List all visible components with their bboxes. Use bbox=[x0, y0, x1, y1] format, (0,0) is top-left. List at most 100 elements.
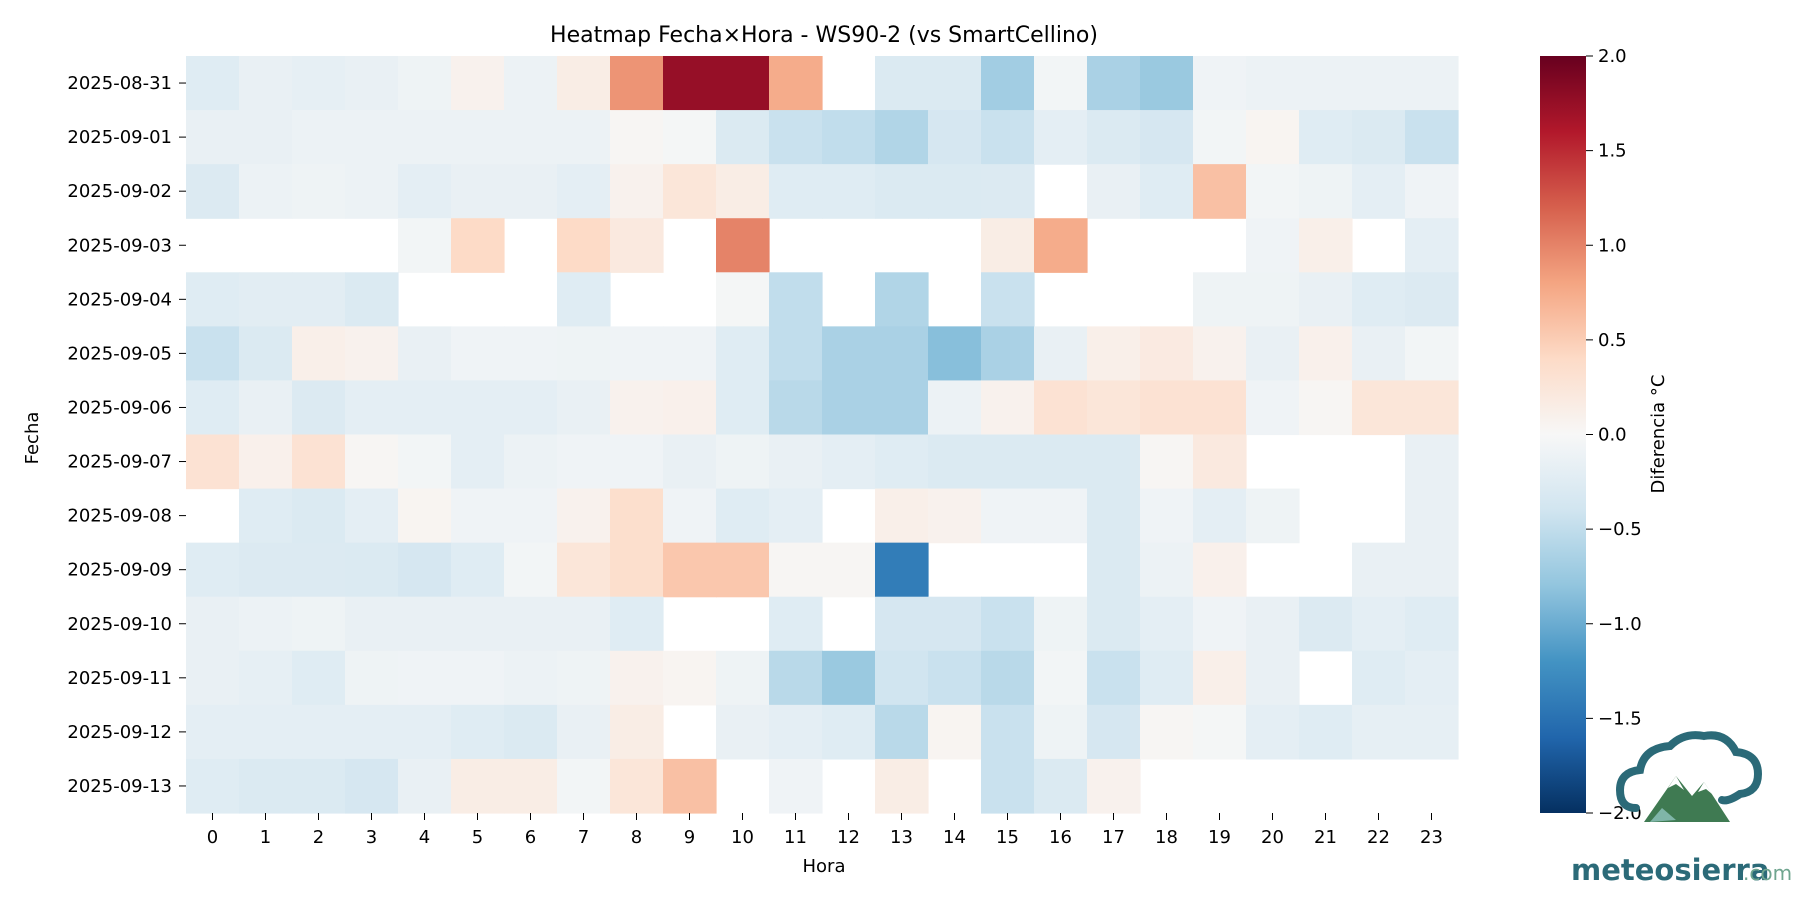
heatmap-cell bbox=[1087, 434, 1141, 490]
heatmap-cell bbox=[610, 758, 664, 814]
y-tick-label: 2025-09-04 bbox=[67, 289, 172, 310]
heatmap-cell bbox=[1352, 704, 1406, 760]
heatmap-cell bbox=[1034, 326, 1088, 382]
y-tick-label: 2025-09-07 bbox=[67, 452, 172, 473]
heatmap-cell bbox=[716, 164, 770, 219]
heatmap-cell bbox=[875, 110, 929, 165]
heatmap-cell bbox=[504, 434, 558, 490]
heatmap-cell bbox=[398, 110, 452, 165]
heatmap-cell bbox=[610, 596, 664, 652]
heatmap-cell bbox=[186, 380, 240, 436]
heatmap-cell bbox=[186, 596, 240, 652]
heatmap-cell bbox=[769, 650, 823, 706]
x-tick-label: 16 bbox=[1049, 827, 1072, 848]
heatmap-cell bbox=[292, 272, 346, 327]
heatmap-cell bbox=[451, 650, 505, 706]
heatmap-cell bbox=[1405, 650, 1459, 706]
heatmap-cell bbox=[928, 380, 982, 436]
x-tick-label: 20 bbox=[1261, 827, 1284, 848]
heatmap-cell bbox=[504, 596, 558, 652]
heatmap-cell bbox=[557, 326, 611, 382]
heatmap-cell bbox=[239, 380, 293, 436]
heatmap-cell bbox=[875, 272, 929, 327]
heatmap-cell bbox=[451, 326, 505, 382]
heatmap-cell bbox=[1087, 704, 1141, 760]
heatmap-cell bbox=[875, 542, 929, 598]
heatmap-cell bbox=[875, 650, 929, 706]
heatmap-cell bbox=[716, 542, 770, 598]
heatmap-cell bbox=[1405, 164, 1459, 219]
heatmap-cell bbox=[451, 56, 505, 111]
heatmap-cell bbox=[716, 380, 770, 436]
heatmap-cell bbox=[451, 758, 505, 814]
heatmap-cell bbox=[1352, 326, 1406, 382]
heatmap-cell bbox=[345, 650, 399, 706]
heatmap-cell bbox=[1034, 758, 1088, 814]
heatmap-cell bbox=[1299, 110, 1353, 165]
y-axis: 2025-08-31 2025-09-01 2025-09-02 2025-09-03… bbox=[67, 73, 186, 797]
heatmap-cell bbox=[981, 110, 1035, 165]
y-axis-label: Fecha bbox=[22, 412, 43, 465]
x-tick-label: 21 bbox=[1314, 827, 1337, 848]
heatmap-cell bbox=[345, 704, 399, 760]
heatmap-cell bbox=[186, 542, 240, 598]
heatmap-cell bbox=[186, 326, 240, 382]
heatmap-cell bbox=[1034, 596, 1088, 652]
heatmap-cell bbox=[1405, 542, 1459, 598]
heatmap-cell bbox=[1299, 380, 1353, 436]
heatmap-cell bbox=[1193, 542, 1247, 598]
heatmap-cell bbox=[1034, 380, 1088, 436]
heatmap-cell bbox=[451, 704, 505, 760]
heatmap-cell bbox=[292, 164, 346, 219]
heatmap-cell bbox=[1193, 326, 1247, 382]
heatmap-cell bbox=[1246, 56, 1300, 111]
colorbar-tick-label: 2.0 bbox=[1598, 46, 1627, 67]
heatmap-cell bbox=[1405, 434, 1459, 490]
heatmap-cell bbox=[345, 380, 399, 436]
heatmap-cell bbox=[557, 488, 611, 544]
heatmap-cell bbox=[1087, 650, 1141, 706]
heatmap-cell bbox=[1034, 218, 1088, 273]
heatmap-cell bbox=[504, 488, 558, 544]
heatmap-cell bbox=[345, 488, 399, 544]
heatmap-cell bbox=[716, 650, 770, 706]
y-tick-label: 2025-09-05 bbox=[67, 343, 172, 364]
heatmap-cell bbox=[1140, 650, 1194, 706]
heatmap-cell bbox=[981, 596, 1035, 652]
heatmap-cell bbox=[557, 434, 611, 490]
y-tick-label: 2025-09-11 bbox=[67, 668, 172, 689]
heatmap-cell bbox=[610, 650, 664, 706]
heatmap-cell bbox=[663, 758, 717, 814]
heatmap-cell bbox=[398, 650, 452, 706]
heatmap-cell bbox=[1405, 110, 1459, 165]
heatmap-cell bbox=[875, 326, 929, 382]
heatmap-cell bbox=[292, 56, 346, 111]
heatmap-cell bbox=[345, 56, 399, 111]
heatmap-cell bbox=[1193, 110, 1247, 165]
heatmap-cell bbox=[504, 326, 558, 382]
colorbar: −2.0−1.5−1.0−0.50.00.51.01.52.0 Diferenc… bbox=[1540, 46, 1669, 824]
heatmap-cell bbox=[1193, 650, 1247, 706]
heatmap-cell bbox=[875, 434, 929, 490]
heatmap-cell bbox=[1193, 380, 1247, 436]
heatmap-cell bbox=[663, 110, 717, 165]
heatmap-cell bbox=[663, 56, 717, 111]
heatmap-cell bbox=[557, 596, 611, 652]
heatmap-cell bbox=[1140, 164, 1194, 219]
heatmap-cell bbox=[769, 272, 823, 327]
heatmap-cell bbox=[1034, 704, 1088, 760]
heatmap-cell bbox=[663, 380, 717, 436]
heatmap-cell bbox=[769, 56, 823, 111]
x-tick-label: 18 bbox=[1155, 827, 1178, 848]
heatmap-cell bbox=[981, 704, 1035, 760]
heatmap-cell bbox=[769, 704, 823, 760]
heatmap-cell bbox=[663, 434, 717, 490]
heatmap-cell bbox=[504, 380, 558, 436]
heatmap-cell bbox=[292, 434, 346, 490]
y-tick-label: 2025-09-10 bbox=[67, 614, 172, 635]
x-tick-label: 6 bbox=[525, 827, 536, 848]
heatmap-cell bbox=[345, 272, 399, 327]
logo-suffix: .com bbox=[1743, 861, 1792, 885]
heatmap-cell bbox=[557, 380, 611, 436]
